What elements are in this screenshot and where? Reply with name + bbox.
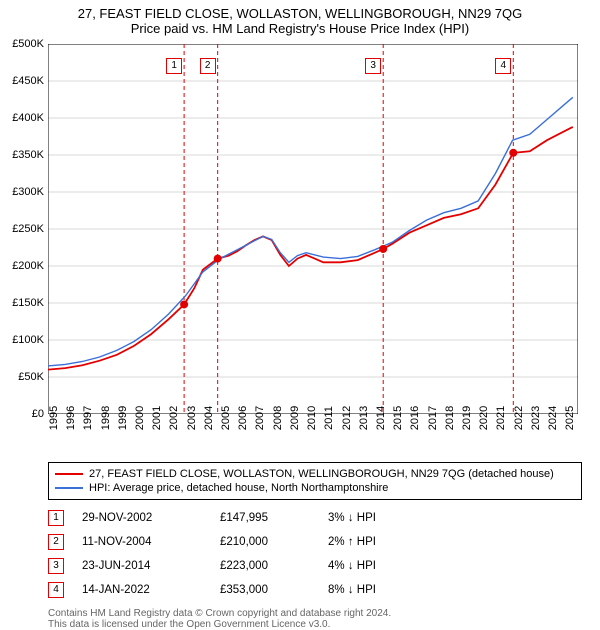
event-delta: 3% ↓ HPI [328, 512, 388, 524]
x-tick-label: 2014 [375, 406, 387, 430]
event-marker-1: 1 [166, 58, 182, 74]
event-price: £210,000 [220, 536, 310, 548]
legend-label-price: 27, FEAST FIELD CLOSE, WOLLASTON, WELLIN… [89, 468, 554, 480]
x-tick-label: 2016 [409, 406, 421, 430]
x-tick-label: 2022 [513, 406, 525, 430]
x-tick-label: 2008 [272, 406, 284, 430]
footer: Contains HM Land Registry data © Crown c… [48, 608, 582, 630]
x-tick-label: 2004 [203, 406, 215, 430]
chart-svg [48, 44, 578, 414]
x-tick-label: 2021 [495, 406, 507, 430]
footer-line-2: This data is licensed under the Open Gov… [48, 619, 582, 630]
x-tick-label: 2017 [427, 406, 439, 430]
x-tick-label: 2024 [547, 406, 559, 430]
x-tick-label: 2005 [220, 406, 232, 430]
y-tick-label: £250K [12, 223, 44, 235]
legend: 27, FEAST FIELD CLOSE, WOLLASTON, WELLIN… [48, 462, 582, 500]
event-marker-2: 2 [200, 58, 216, 74]
event-date: 14-JAN-2022 [82, 584, 202, 596]
event-date: 23-JUN-2014 [82, 560, 202, 572]
x-tick-label: 1995 [48, 406, 60, 430]
event-row: 4 14-JAN-2022 £353,000 8% ↓ HPI [48, 578, 582, 602]
legend-swatch-price [55, 473, 83, 475]
legend-row-hpi: HPI: Average price, detached house, Nort… [55, 481, 575, 495]
y-tick-label: £100K [12, 334, 44, 346]
legend-row-price: 27, FEAST FIELD CLOSE, WOLLASTON, WELLIN… [55, 467, 575, 481]
event-marker-4: 4 [495, 58, 511, 74]
event-num: 3 [48, 558, 64, 574]
y-tick-label: £450K [12, 75, 44, 87]
legend-swatch-hpi [55, 487, 83, 489]
event-row: 3 23-JUN-2014 £223,000 4% ↓ HPI [48, 554, 582, 578]
x-tick-label: 2010 [306, 406, 318, 430]
event-delta: 8% ↓ HPI [328, 584, 388, 596]
x-tick-label: 2001 [151, 406, 163, 430]
title-line-1: 27, FEAST FIELD CLOSE, WOLLASTON, WELLIN… [0, 6, 600, 21]
x-tick-label: 1997 [82, 406, 94, 430]
x-tick-label: 1998 [100, 406, 112, 430]
y-tick-label: £0 [32, 408, 44, 420]
x-tick-label: 2013 [358, 406, 370, 430]
x-tick-label: 2007 [254, 406, 266, 430]
y-tick-label: £150K [12, 297, 44, 309]
event-row: 1 29-NOV-2002 £147,995 3% ↓ HPI [48, 506, 582, 530]
y-tick-label: £200K [12, 260, 44, 272]
event-num: 2 [48, 534, 64, 550]
event-delta: 2% ↑ HPI [328, 536, 388, 548]
x-tick-label: 2003 [186, 406, 198, 430]
x-tick-label: 2012 [341, 406, 353, 430]
x-tick-label: 1999 [117, 406, 129, 430]
event-price: £223,000 [220, 560, 310, 572]
y-tick-label: £350K [12, 149, 44, 161]
x-tick-label: 1996 [65, 406, 77, 430]
legend-label-hpi: HPI: Average price, detached house, Nort… [89, 482, 388, 494]
y-tick-label: £500K [12, 38, 44, 50]
x-tick-label: 2025 [564, 406, 576, 430]
event-num: 1 [48, 510, 64, 526]
y-tick-label: £300K [12, 186, 44, 198]
x-tick-label: 2009 [289, 406, 301, 430]
x-tick-label: 2002 [168, 406, 180, 430]
x-tick-label: 2023 [530, 406, 542, 430]
footer-line-1: Contains HM Land Registry data © Crown c… [48, 608, 582, 619]
event-num: 4 [48, 582, 64, 598]
x-tick-label: 2019 [461, 406, 473, 430]
x-tick-label: 2020 [478, 406, 490, 430]
x-tick-label: 2015 [392, 406, 404, 430]
events-table: 1 29-NOV-2002 £147,995 3% ↓ HPI 2 11-NOV-2004… [48, 506, 582, 602]
x-tick-label: 2011 [323, 406, 335, 430]
event-price: £147,995 [220, 512, 310, 524]
x-tick-label: 2018 [444, 406, 456, 430]
event-row: 2 11-NOV-2004 £210,000 2% ↑ HPI [48, 530, 582, 554]
event-delta: 4% ↓ HPI [328, 560, 388, 572]
x-tick-label: 2000 [134, 406, 146, 430]
x-tick-label: 2006 [237, 406, 249, 430]
y-tick-label: £400K [12, 112, 44, 124]
chart-area: £0£50K£100K£150K£200K£250K£300K£350K£400… [48, 44, 578, 414]
y-tick-label: £50K [18, 371, 44, 383]
event-marker-3: 3 [365, 58, 381, 74]
event-date: 11-NOV-2004 [82, 536, 202, 548]
event-date: 29-NOV-2002 [82, 512, 202, 524]
title-line-2: Price paid vs. HM Land Registry's House … [0, 21, 600, 36]
event-price: £353,000 [220, 584, 310, 596]
